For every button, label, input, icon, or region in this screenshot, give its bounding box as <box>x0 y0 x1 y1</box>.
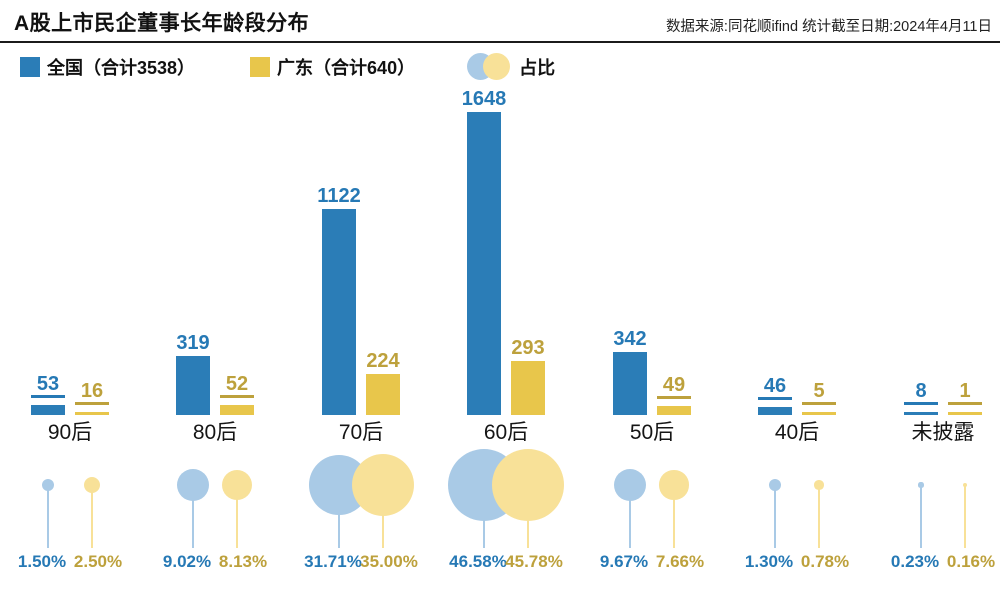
guangdong-bar <box>511 361 545 415</box>
guangdong-percent-label: 0.16% <box>946 552 996 571</box>
guangdong-bubble <box>962 482 968 488</box>
page-title: A股上市民企董事长年龄段分布 <box>14 12 310 35</box>
guangdong-bar-value: 52 <box>220 373 254 398</box>
guangdong-bar-value: 293 <box>511 337 545 359</box>
guangdong-bar <box>802 412 836 415</box>
national-bubble-stem <box>920 485 922 548</box>
guangdong-bar <box>948 412 982 415</box>
guangdong-bar-value: 224 <box>366 350 400 372</box>
ratio-circles-icon <box>467 53 511 81</box>
national-bubble-stem <box>338 485 340 548</box>
guangdong-bar-value: 16 <box>75 380 109 405</box>
national-swatch-icon <box>20 57 40 77</box>
guangdong-percent-label: 2.50% <box>73 552 123 571</box>
guangdong-bar <box>366 374 400 415</box>
legend-guangdong-label: 广东（合计640） <box>277 58 416 78</box>
guangdong-percent-label: 8.13% <box>218 552 268 571</box>
guangdong-bubble <box>814 480 824 490</box>
guangdong-bar <box>75 412 109 415</box>
category-label: 未披露 <box>911 421 975 444</box>
legend-national-label: 全国（合计3538） <box>47 58 196 78</box>
national-bubble <box>613 468 647 502</box>
national-bar <box>176 356 210 415</box>
guangdong-bubble <box>221 469 253 501</box>
legend-item-guangdong: 广东（合计640） <box>250 54 415 80</box>
national-bar <box>613 352 647 415</box>
guangdong-bar <box>220 405 254 415</box>
national-bubble <box>177 469 209 501</box>
guangdong-bubble <box>83 476 101 494</box>
guangdong-bubble-stem <box>91 485 93 548</box>
national-bar-value: 53 <box>31 373 65 398</box>
national-bar-value: 1648 <box>461 88 507 110</box>
legend-item-ratio: 占比 <box>467 53 555 81</box>
category-label: 50后 <box>629 421 675 444</box>
national-bar <box>31 405 65 415</box>
guangdong-bubble-stem <box>964 485 966 548</box>
chart-legend: 全国（合计3538） 广东（合计640） 占比 <box>20 53 555 81</box>
chart-header: A股上市民企董事长年龄段分布 数据来源:同花顺ifind 统计截至日期:2024… <box>0 0 1000 43</box>
national-bar <box>322 209 356 415</box>
guangdong-percent-label: 0.78% <box>800 552 850 571</box>
category-label: 90后 <box>47 421 93 444</box>
guangdong-bubble-stem <box>673 485 675 548</box>
national-bubble <box>768 478 782 492</box>
guangdong-bar <box>657 406 691 415</box>
national-bar <box>758 407 792 415</box>
guangdong-bar-value: 1 <box>948 380 982 405</box>
national-bar-value: 319 <box>176 332 210 354</box>
category-label: 70后 <box>338 421 384 444</box>
guangdong-percent-label: 45.78% <box>505 552 563 571</box>
guangdong-bubble-stem <box>236 485 238 548</box>
national-bar-value: 1122 <box>317 185 361 207</box>
national-percent-label: 9.02% <box>162 552 212 571</box>
national-bubble-stem <box>774 485 776 548</box>
national-percent-label: 1.50% <box>17 552 67 571</box>
guangdong-percent-label: 35.00% <box>360 552 418 571</box>
national-percent-label: 31.71% <box>304 552 362 571</box>
category-label: 60后 <box>483 421 529 444</box>
national-bubble <box>918 482 924 488</box>
legend-ratio-label: 占比 <box>519 58 556 78</box>
national-bubble-stem <box>47 485 49 548</box>
guangdong-bubble <box>492 449 564 521</box>
guangdong-bubble <box>659 470 689 500</box>
national-bubble-stem <box>192 485 194 548</box>
category-label: 80后 <box>192 421 238 444</box>
data-source-note: 数据来源:同花顺ifind 统计截至日期:2024年4月11日 <box>665 19 992 35</box>
national-bubble-stem <box>629 485 631 548</box>
national-percent-label: 1.30% <box>744 552 794 571</box>
national-percent-label: 9.67% <box>599 552 649 571</box>
guangdong-bar-value: 5 <box>802 380 836 405</box>
guangdong-swatch-icon <box>250 57 271 77</box>
legend-item-national: 全国（合计3538） <box>20 54 195 80</box>
national-bar <box>904 412 938 415</box>
national-bar-value: 46 <box>758 375 792 400</box>
national-percent-label: 46.58% <box>449 552 507 571</box>
guangdong-percent-label: 7.66% <box>655 552 705 571</box>
national-bar <box>467 112 501 415</box>
guangdong-bubble-stem <box>818 485 820 548</box>
national-percent-label: 0.23% <box>890 552 940 571</box>
national-bubble <box>41 478 55 492</box>
guangdong-bar-value: 49 <box>657 374 691 399</box>
category-label: 40后 <box>774 421 820 444</box>
guangdong-bubble-stem <box>382 485 384 548</box>
national-bar-value: 342 <box>613 328 647 350</box>
national-bar-value: 8 <box>904 380 938 405</box>
guangdong-bubble <box>351 453 415 517</box>
